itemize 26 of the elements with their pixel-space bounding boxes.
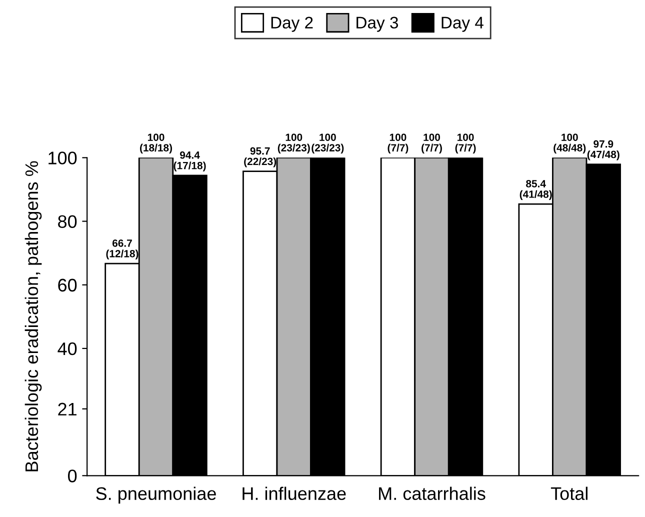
data-label: 100 (48/48) bbox=[554, 134, 586, 154]
x-tick-label: S. pneumoniae bbox=[96, 486, 216, 504]
x-tick-label: M. catarrhalis bbox=[379, 486, 486, 500]
y-tick-label: 21 bbox=[58, 402, 76, 416]
x-tick-label: Total bbox=[550, 486, 588, 500]
legend-label: Day 4 bbox=[442, 16, 484, 32]
data-label: 100 (23/23) bbox=[312, 134, 344, 154]
y-tick-label: 80 bbox=[58, 215, 77, 228]
data-label: 100 (7/7) bbox=[455, 134, 476, 154]
data-label: 94.4 (17/18) bbox=[174, 151, 206, 172]
y-tick-label: 0 bbox=[68, 470, 77, 482]
data-label: 66.7 (12/18) bbox=[106, 239, 138, 260]
y-tick-label: 100 bbox=[48, 152, 77, 164]
data-label: 85.4 (41/48) bbox=[520, 180, 552, 200]
y-tick-label: 60 bbox=[58, 278, 77, 292]
y-axis-title: Bacteriologic eradication, pathogens % bbox=[24, 161, 42, 472]
data-label: 100 (7/7) bbox=[422, 134, 442, 154]
x-tick-label: H. influenzae bbox=[242, 486, 346, 500]
data-label: 100 (23/23) bbox=[278, 134, 310, 154]
data-label: 100 (7/7) bbox=[388, 134, 408, 154]
data-label: 100 (18/18) bbox=[140, 134, 172, 154]
legend-label: Day 2 bbox=[271, 16, 313, 32]
data-label: 95.7 (22/23) bbox=[244, 147, 276, 168]
legend-label: Day 3 bbox=[356, 16, 398, 32]
data-label: 97.9 (47/48) bbox=[587, 140, 620, 160]
y-tick-label: 40 bbox=[58, 342, 77, 356]
